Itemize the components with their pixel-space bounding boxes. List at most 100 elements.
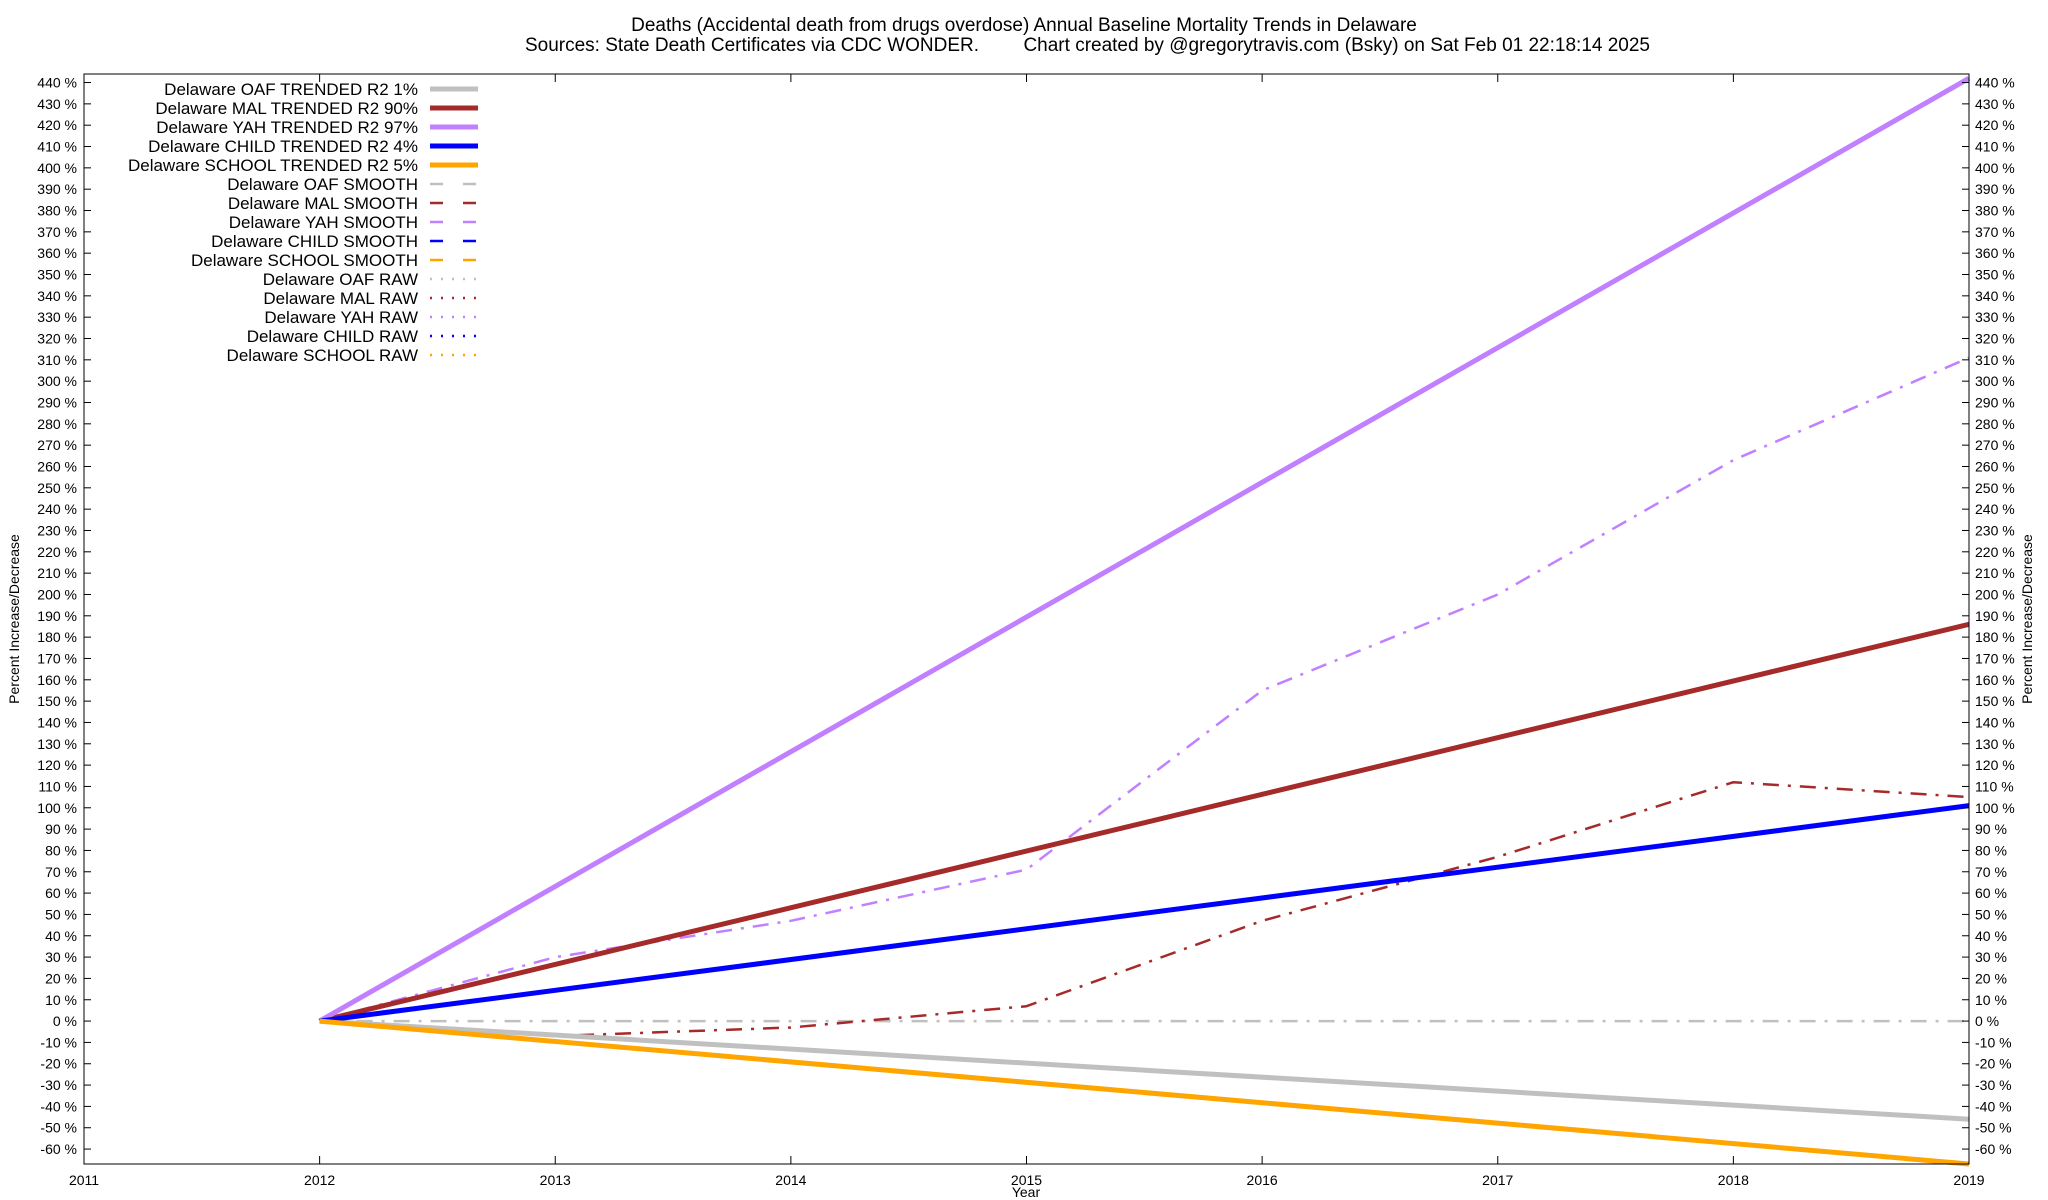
y2-tick-label: -20 % xyxy=(1975,1056,2012,1072)
x-tick-label: 2013 xyxy=(540,1172,571,1188)
y2-tick-label: 110 % xyxy=(1975,778,2014,794)
series-line-delaware-mal-smooth xyxy=(319,780,1970,1038)
chart-subtitle-credit: Chart created by @gregorytravis.com (Bsk… xyxy=(1023,35,1650,56)
legend-label-delaware-child-raw: Delaware CHILD RAW xyxy=(247,327,418,346)
y-tick-label: 0 % xyxy=(53,1013,77,1029)
y2-tick-label: 260 % xyxy=(1975,458,2015,474)
y2-tick-label: 0 % xyxy=(1975,1013,1999,1029)
y2-tick-label: 320 % xyxy=(1975,331,2015,347)
y-tick-label: 380 % xyxy=(37,203,77,219)
y2-tick-label: -50 % xyxy=(1975,1120,2012,1136)
y-tick-label: 180 % xyxy=(37,629,77,645)
y-tick-label: 290 % xyxy=(37,394,77,410)
y-tick-label: 420 % xyxy=(37,117,77,133)
y-tick-label: -20 % xyxy=(40,1056,77,1072)
y2-tick-label: 90 % xyxy=(1975,821,2007,837)
y-tick-label: 270 % xyxy=(37,437,77,453)
y2-tick-label: 150 % xyxy=(1975,693,2015,709)
y-tick-label: 210 % xyxy=(37,565,77,581)
y2-tick-label: 10 % xyxy=(1975,992,2007,1008)
y-tick-label: 230 % xyxy=(37,522,77,538)
y-tick-label: 70 % xyxy=(45,864,77,880)
y-tick-label: 430 % xyxy=(37,96,77,112)
y2-tick-label: 160 % xyxy=(1975,672,2015,688)
y-tick-label: 410 % xyxy=(37,139,77,155)
x-tick-label: 2016 xyxy=(1247,1172,1278,1188)
x-tick-label: 2012 xyxy=(304,1172,335,1188)
y-tick-label: 400 % xyxy=(37,160,77,176)
y2-tick-label: 80 % xyxy=(1975,842,2007,858)
y2-tick-label: -30 % xyxy=(1975,1077,2012,1093)
legend-label-delaware-child-trended-r2-4: Delaware CHILD TRENDED R2 4% xyxy=(148,137,418,156)
x-tick-label: 2019 xyxy=(1953,1172,1984,1188)
legend-label-delaware-yah-smooth: Delaware YAH SMOOTH xyxy=(229,213,418,232)
y2-tick-label: -10 % xyxy=(1975,1034,2012,1050)
y2-tick-label: 310 % xyxy=(1975,352,2015,368)
y2-tick-label: 40 % xyxy=(1975,928,2007,944)
y-tick-label: 310 % xyxy=(37,352,77,368)
y-tick-label: 80 % xyxy=(45,842,77,858)
y-tick-label: 10 % xyxy=(45,992,77,1008)
y2-tick-label: 410 % xyxy=(1975,139,2015,155)
series-line-delaware-oaf-trended-r2-1 xyxy=(319,1018,1970,1122)
y-axis-label: Percent Increase/Decrease xyxy=(6,534,22,704)
legend-label-delaware-child-smooth: Delaware CHILD SMOOTH xyxy=(211,232,418,251)
plot-lines xyxy=(318,76,1971,1167)
y2-tick-label: 240 % xyxy=(1975,501,2015,517)
y-tick-label: 360 % xyxy=(37,245,77,261)
legend-label-delaware-oaf-raw: Delaware OAF RAW xyxy=(263,270,418,289)
series-line-delaware-yah-trended-r2-97 xyxy=(318,76,1971,1024)
x-tick-label: 2014 xyxy=(775,1172,806,1188)
legend-label-delaware-yah-trended-r2-97: Delaware YAH TRENDED R2 97% xyxy=(156,118,418,137)
y2-tick-label: 200 % xyxy=(1975,586,2015,602)
chart-subtitle-sources: Sources: State Death Certificates via CD… xyxy=(525,35,979,56)
y2-tick-label: 340 % xyxy=(1975,288,2015,304)
legend-label-delaware-oaf-trended-r2-1: Delaware OAF TRENDED R2 1% xyxy=(164,80,418,99)
y-tick-label: 280 % xyxy=(37,416,77,432)
y-tick-label: 240 % xyxy=(37,501,77,517)
y-tick-label: 20 % xyxy=(45,970,77,986)
y2-tick-label: 420 % xyxy=(1975,117,2015,133)
y2-axis-label: Percent Increase/Decrease xyxy=(2019,534,2035,704)
y-tick-label: 90 % xyxy=(45,821,77,837)
y2-tick-label: 50 % xyxy=(1975,906,2007,922)
series-line-delaware-yah-smooth xyxy=(319,356,1970,1023)
y-tick-label: 100 % xyxy=(37,800,77,816)
y2-tick-label: 270 % xyxy=(1975,437,2015,453)
y-tick-label: -60 % xyxy=(40,1141,77,1157)
y2-tick-label: 250 % xyxy=(1975,480,2015,496)
y-tick-label: 170 % xyxy=(37,650,77,666)
x-tick-label: 2018 xyxy=(1718,1172,1749,1188)
y2-tick-label: 330 % xyxy=(1975,309,2015,325)
y-tick-label: -50 % xyxy=(40,1120,77,1136)
y2-tick-label: 140 % xyxy=(1975,714,2015,730)
y-tick-label: -10 % xyxy=(40,1034,77,1050)
y-tick-label: 250 % xyxy=(37,480,77,496)
y2-tick-label: 210 % xyxy=(1975,565,2015,581)
y2-tick-label: 290 % xyxy=(1975,394,2015,410)
y-tick-label: 190 % xyxy=(37,608,77,624)
legend-label-delaware-school-smooth: Delaware SCHOOL SMOOTH xyxy=(191,251,418,270)
y-tick-label: 330 % xyxy=(37,309,77,325)
y2-tick-label: 360 % xyxy=(1975,245,2015,261)
y-tick-label: 350 % xyxy=(37,267,77,283)
y2-tick-label: 180 % xyxy=(1975,629,2015,645)
y2-tick-label: -40 % xyxy=(1975,1098,2012,1114)
y-tick-label: 220 % xyxy=(37,544,77,560)
y-tick-label: 130 % xyxy=(37,736,77,752)
y-tick-label: 390 % xyxy=(37,181,77,197)
y2-tick-label: 350 % xyxy=(1975,267,2015,283)
y-tick-label: 140 % xyxy=(37,714,77,730)
y2-tick-label: 30 % xyxy=(1975,949,2007,965)
y-tick-label: 300 % xyxy=(37,373,77,389)
series-line-delaware-mal-trended-r2-90 xyxy=(319,621,1970,1024)
y2-tick-label: 300 % xyxy=(1975,373,2015,389)
y2-tick-label: 370 % xyxy=(1975,224,2015,240)
legend-label-delaware-mal-raw: Delaware MAL RAW xyxy=(263,289,418,308)
axes: 2011 2012 2013 2014 2015 2016 2017 2018 2019 -60 … xyxy=(37,74,2015,1188)
legend-label-delaware-school-trended-r2-5: Delaware SCHOOL TRENDED R2 5% xyxy=(128,156,418,175)
legend: Delaware OAF TRENDED R2 1%Delaware MAL T… xyxy=(128,80,478,365)
y2-tick-label: 120 % xyxy=(1975,757,2015,773)
y2-tick-label: 60 % xyxy=(1975,885,2007,901)
